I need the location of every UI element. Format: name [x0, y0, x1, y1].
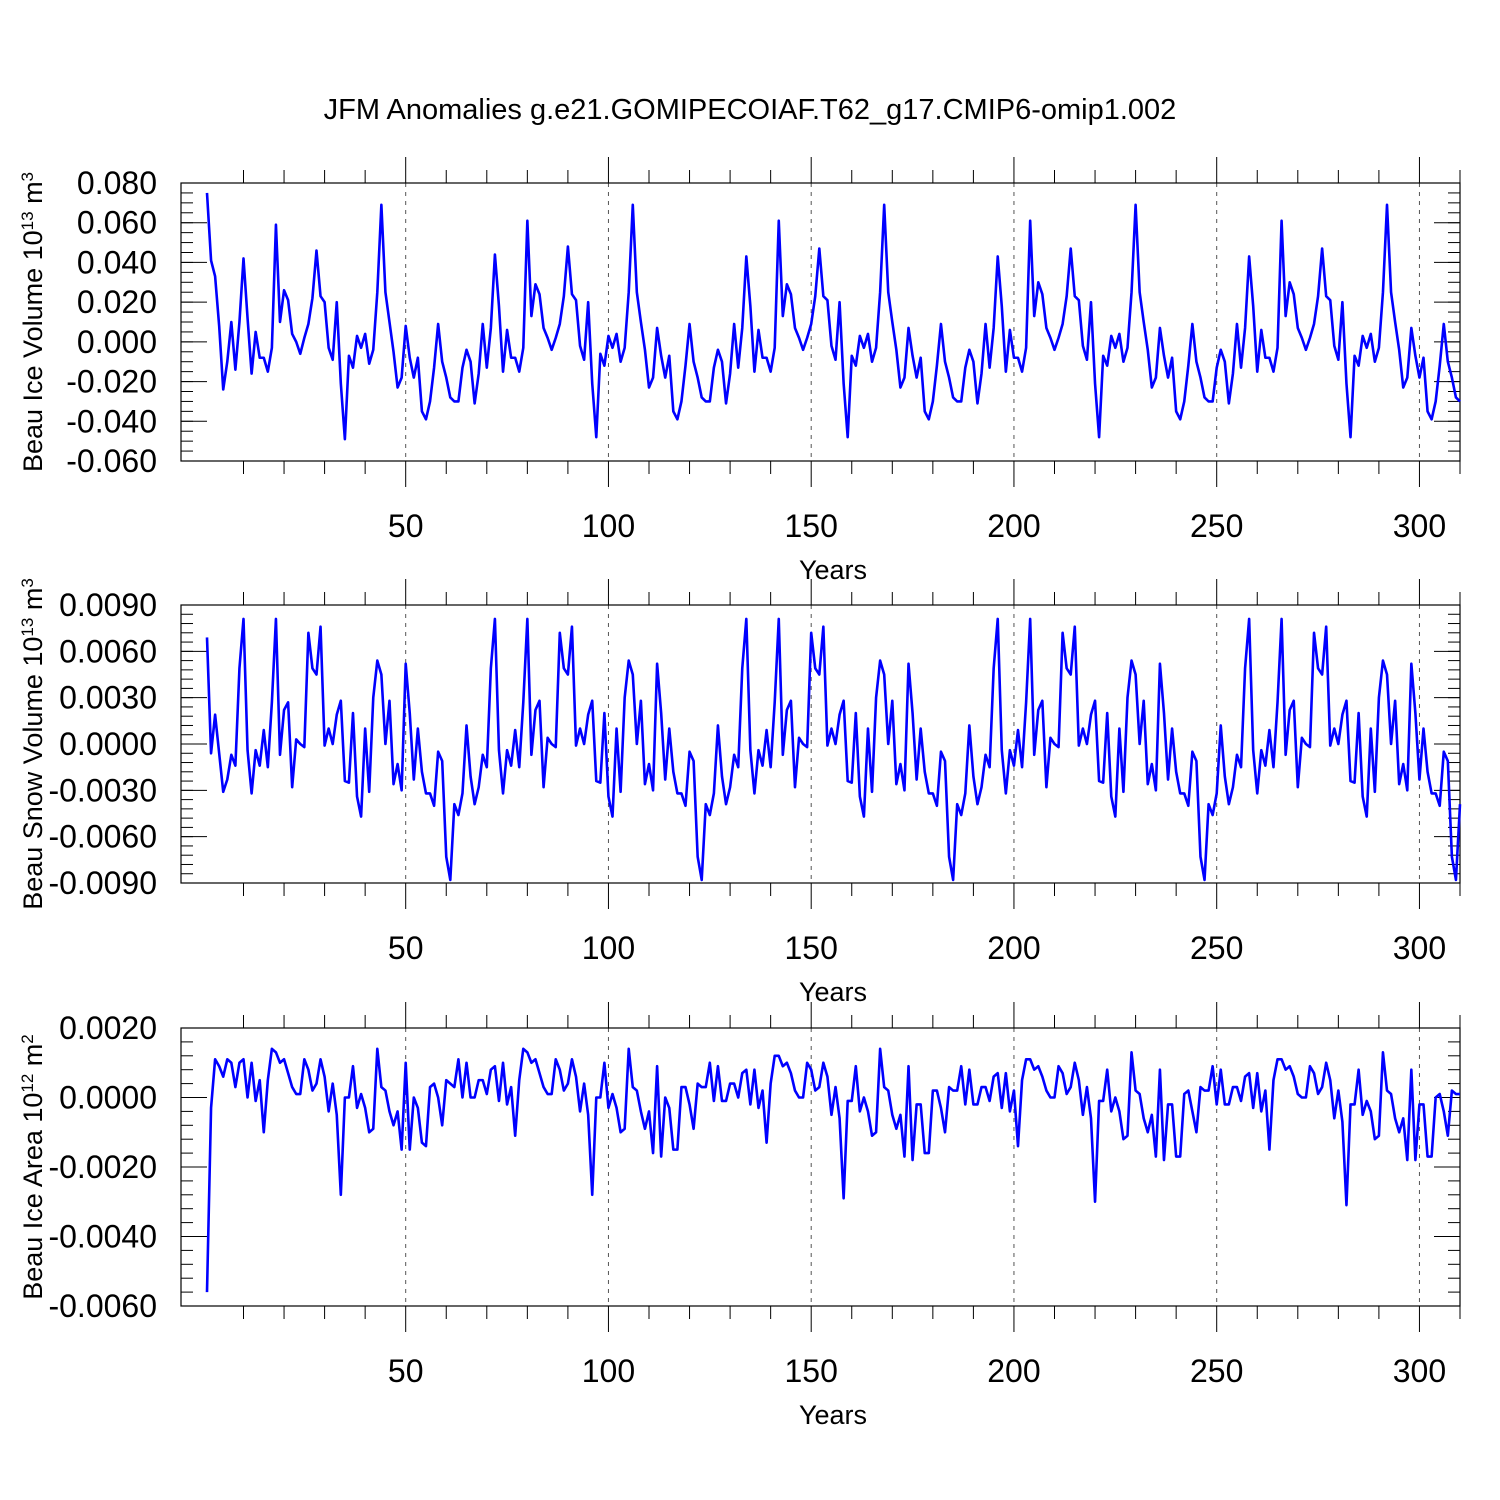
- y-tick-label: 0.0000: [59, 1080, 157, 1116]
- ice-area-panel: -0.0060 -0.0040 -0.0020 0.0000 0.0020 50 100 15…: [18, 1002, 1461, 1430]
- y-label-superscript: 13: [18, 211, 37, 230]
- x-axis-label: Years: [799, 977, 867, 1007]
- plot-frame: [180, 1027, 1461, 1307]
- x-tick-label: 300: [1393, 508, 1446, 544]
- y-axis-label: Beau Ice Volume 1013 m3: [18, 172, 49, 472]
- y-tick-label: 0.080: [77, 165, 157, 201]
- y-tick-label: -0.0060: [48, 1288, 157, 1324]
- x-tick-label: 50: [388, 1353, 424, 1389]
- y-tick-label: 0.060: [77, 205, 157, 241]
- y-tick-label: 0.040: [77, 244, 157, 280]
- y-label-text: Beau Snow Volume 10: [18, 637, 48, 910]
- plot-frame: [180, 182, 1461, 462]
- y-label-superscript: 12: [18, 1074, 37, 1093]
- y-label-superscript: 13: [18, 618, 37, 637]
- x-tick-label: 150: [785, 1353, 838, 1389]
- x-tick-label: 100: [582, 1353, 635, 1389]
- x-tick-label: 250: [1190, 1353, 1243, 1389]
- y-tick-label: -0.020: [66, 364, 157, 400]
- y-tick-label: -0.0020: [48, 1149, 157, 1185]
- y-tick-label: 0.0090: [59, 587, 157, 623]
- x-tick-label: 250: [1190, 930, 1243, 966]
- x-tick-label: 200: [987, 1353, 1040, 1389]
- x-tick-label: 50: [388, 508, 424, 544]
- y-label-superscript: 3: [18, 578, 37, 587]
- x-tick-label: 150: [785, 508, 838, 544]
- y-tick-label: 0.0030: [59, 680, 157, 716]
- y-label-text: m: [18, 1044, 48, 1074]
- data-series-line: [205, 192, 1461, 441]
- y-label-text: Beau Ice Area 10: [18, 1093, 48, 1300]
- y-tick-label: -0.040: [66, 403, 157, 439]
- y-tick-label: -0.0090: [48, 865, 157, 901]
- x-tick-label: 300: [1393, 930, 1446, 966]
- x-tick-label: 250: [1190, 508, 1243, 544]
- y-tick-label: -0.0060: [48, 819, 157, 855]
- x-tick-label: 100: [582, 508, 635, 544]
- x-tick-label: 150: [785, 930, 838, 966]
- x-tick-label: 100: [582, 930, 635, 966]
- y-tick-label: 0.0060: [59, 633, 157, 669]
- y-label-superscript: 3: [18, 172, 37, 181]
- data-series-line: [205, 617, 1462, 882]
- y-tick-label: 0.020: [77, 284, 157, 320]
- data-series-line: [205, 1047, 1460, 1293]
- y-axis-label: Beau Snow Volume 1013 m3: [18, 578, 49, 910]
- x-axis-label: Years: [799, 555, 867, 585]
- y-axis-label: Beau Ice Area 1012 m2: [18, 1034, 49, 1300]
- y-label-text: m: [18, 588, 48, 618]
- y-label-superscript: 2: [18, 1034, 37, 1043]
- y-label-text: m: [18, 181, 48, 211]
- y-tick-label: 0.000: [77, 324, 157, 360]
- y-tick-label: 0.0000: [59, 726, 157, 762]
- x-tick-label: 50: [388, 930, 424, 966]
- figure-title: JFM Anomalies g.e21.GOMIPECOIAF.T62_g17.…: [324, 94, 1177, 126]
- y-tick-label: -0.060: [66, 443, 157, 479]
- x-tick-label: 300: [1393, 1353, 1446, 1389]
- y-tick-label: -0.0030: [48, 772, 157, 808]
- x-axis-label: Years: [799, 1400, 867, 1430]
- x-tick-label: 200: [987, 508, 1040, 544]
- snow-volume-panel: -0.0090 -0.0060 -0.0030 0.0000 0.0030 0.0060 0…: [18, 578, 1462, 1007]
- x-tick-label: 200: [987, 930, 1040, 966]
- y-tick-label: -0.0040: [48, 1219, 157, 1255]
- y-tick-label: 0.0020: [59, 1010, 157, 1046]
- y-label-text: Beau Ice Volume 10: [18, 230, 48, 472]
